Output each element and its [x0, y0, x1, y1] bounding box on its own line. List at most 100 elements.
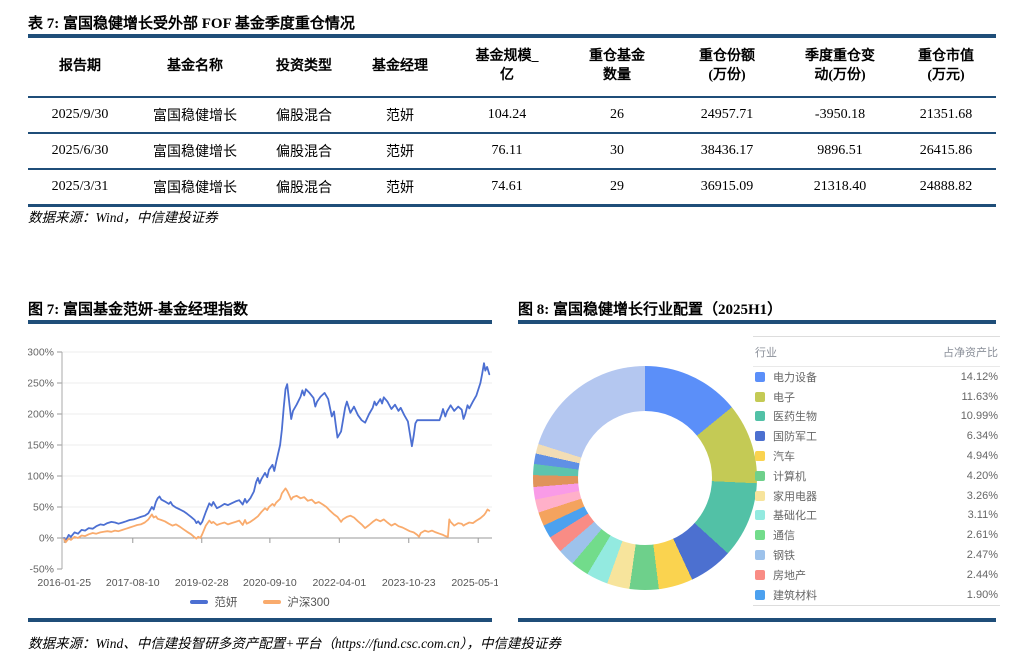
col-header: 重仓基金 数量: [564, 38, 670, 98]
cell: 24888.82: [896, 169, 996, 207]
table-row: 2025/3/31 富国稳健增长 偏股混合 范妍 74.61 29 36915.09 2131…: [28, 169, 996, 207]
industry-label: 计算机: [773, 470, 806, 483]
svg-text:0%: 0%: [39, 533, 54, 545]
industry-label: 国防军工: [773, 431, 817, 444]
industry-label: 电子: [773, 391, 795, 404]
footer-source: 数据来源：Wind、中信建投智研多资产配置+平台（https://fund.cs…: [28, 636, 561, 651]
industry-swatch: [755, 490, 765, 501]
industry-legend-header: 行业 占净资产比: [753, 337, 1000, 367]
fig7-legend: 范妍 沪深300: [28, 594, 492, 610]
legend-label: 范妍: [214, 597, 238, 609]
cell: 偏股混合: [258, 97, 350, 134]
industry-swatch: [755, 530, 765, 541]
col-header: 投资类型: [258, 38, 350, 98]
industry-swatch: [755, 411, 765, 422]
industry-label: 基础化工: [773, 510, 817, 523]
cell: 2025/6/30: [28, 133, 132, 170]
svg-text:300%: 300%: [28, 347, 54, 359]
industry-row: 计算机 4.20%: [753, 466, 1000, 486]
cell: 范妍: [350, 133, 450, 170]
fig8-title: 图 8: 富国稳健增长行业配置（2025H1）: [518, 302, 783, 318]
industry-value: 11.63%: [961, 390, 999, 403]
fig7-title-rule: [28, 320, 492, 324]
industry-value: 2.47%: [966, 549, 998, 562]
industry-row: 家用电器 3.26%: [753, 486, 1000, 506]
svg-text:200%: 200%: [28, 409, 54, 421]
svg-text:2019-02-28: 2019-02-28: [175, 577, 229, 589]
fig7-legend-dash: [263, 600, 282, 604]
industry-row: 医药生物 10.99%: [753, 407, 1000, 427]
industry-swatch: [755, 550, 765, 561]
industry-label: 汽车: [773, 451, 795, 464]
industry-value: 2.61%: [966, 529, 998, 542]
fof-holdings-table: 报告期 基金名称 投资类型 基金经理 基金规模_ 亿 重仓基金 数量 重仓份额 (万份…: [28, 38, 996, 207]
industry-legend-table: 行业 占净资产比 电力设备 14.12% 电子 11.63% 医药生物 10.99% …: [753, 336, 1000, 606]
table-source: 数据来源：Wind，中信建投证券: [28, 210, 218, 225]
svg-text:100%: 100%: [28, 471, 54, 483]
industry-label: 房地产: [773, 569, 806, 582]
industry-row: 基础化工 3.11%: [753, 506, 1000, 526]
industry-row: 钢铁 2.47%: [753, 545, 1000, 565]
industry-row: 电子 11.63%: [753, 387, 1000, 407]
svg-text:-50%: -50%: [29, 564, 54, 576]
industry-value: 2.44%: [966, 568, 998, 581]
cell: 范妍: [350, 169, 450, 207]
col-header: 基金经理: [350, 38, 450, 98]
industry-label: 通信: [773, 530, 795, 543]
industry-value: 6.34%: [966, 430, 998, 443]
table-top-rule: [28, 34, 996, 38]
legend-label: 沪深300: [287, 597, 330, 609]
cell: 30: [564, 133, 670, 170]
cell: 21318.40: [784, 169, 896, 207]
cell: 富国稳健增长: [132, 169, 258, 207]
svg-text:2020-09-10: 2020-09-10: [243, 577, 297, 589]
legend-item: 范妍: [190, 594, 237, 610]
cell: 76.11: [450, 133, 564, 170]
industry-value: 1.90%: [966, 588, 998, 601]
industry-row: 汽车 4.94%: [753, 446, 1000, 466]
industry-label: 电力设备: [773, 371, 817, 384]
industry-swatch: [755, 470, 765, 481]
legend-item: 沪深300: [263, 594, 330, 610]
industry-swatch: [755, 431, 765, 442]
fig8-bottom-rule: [518, 618, 996, 622]
industry-swatch: [755, 589, 765, 600]
table-header-row: 报告期 基金名称 投资类型 基金经理 基金规模_ 亿 重仓基金 数量 重仓份额 (万份…: [28, 38, 996, 98]
col-header: 基金规模_ 亿: [450, 38, 564, 98]
industry-row: 电力设备 14.12%: [753, 367, 1000, 387]
cell: 2025/9/30: [28, 97, 132, 134]
industry-swatch: [755, 391, 765, 402]
industry-label: 建筑材料: [773, 589, 817, 602]
industry-row: 国防军工 6.34%: [753, 426, 1000, 446]
manager-index-line-chart: -50% 0% 50% 100% 150% 200% 250% 300% 2016-01-25 2…: [28, 347, 498, 590]
svg-text:2025-05-14: 2025-05-14: [451, 577, 498, 589]
industry-row: 房地产 2.44%: [753, 565, 1000, 585]
svg-text:2016-01-25: 2016-01-25: [37, 577, 91, 589]
svg-text:2017-08-10: 2017-08-10: [106, 577, 160, 589]
industry-value: 3.26%: [966, 489, 998, 502]
col-header: 基金名称: [132, 38, 258, 98]
fig7-legend-dash: [190, 600, 209, 604]
cell: 富国稳健增长: [132, 97, 258, 134]
cell: 9896.51: [784, 133, 896, 170]
industry-swatch: [755, 510, 765, 521]
cell: 富国稳健增长: [132, 133, 258, 170]
industry-value: 10.99%: [960, 410, 998, 423]
svg-text:2023-10-23: 2023-10-23: [382, 577, 436, 589]
cell: 74.61: [450, 169, 564, 207]
svg-text:50%: 50%: [33, 502, 54, 514]
cell: 38436.17: [670, 133, 784, 170]
svg-text:2022-04-01: 2022-04-01: [312, 577, 366, 589]
svg-text:250%: 250%: [28, 378, 54, 390]
cell: 26: [564, 97, 670, 134]
industry-row: 建筑材料 1.90%: [753, 585, 1000, 605]
industry-value: 4.20%: [966, 469, 998, 482]
col-header: 报告期: [28, 38, 132, 98]
cell: 偏股混合: [258, 169, 350, 207]
ratio-col-label: 占净资产比: [943, 346, 998, 359]
cell: 2025/3/31: [28, 169, 132, 207]
col-header: 季度重仓变 动(万份): [784, 38, 896, 98]
fig7-bottom-rule: [28, 618, 492, 622]
cell: 29: [564, 169, 670, 207]
